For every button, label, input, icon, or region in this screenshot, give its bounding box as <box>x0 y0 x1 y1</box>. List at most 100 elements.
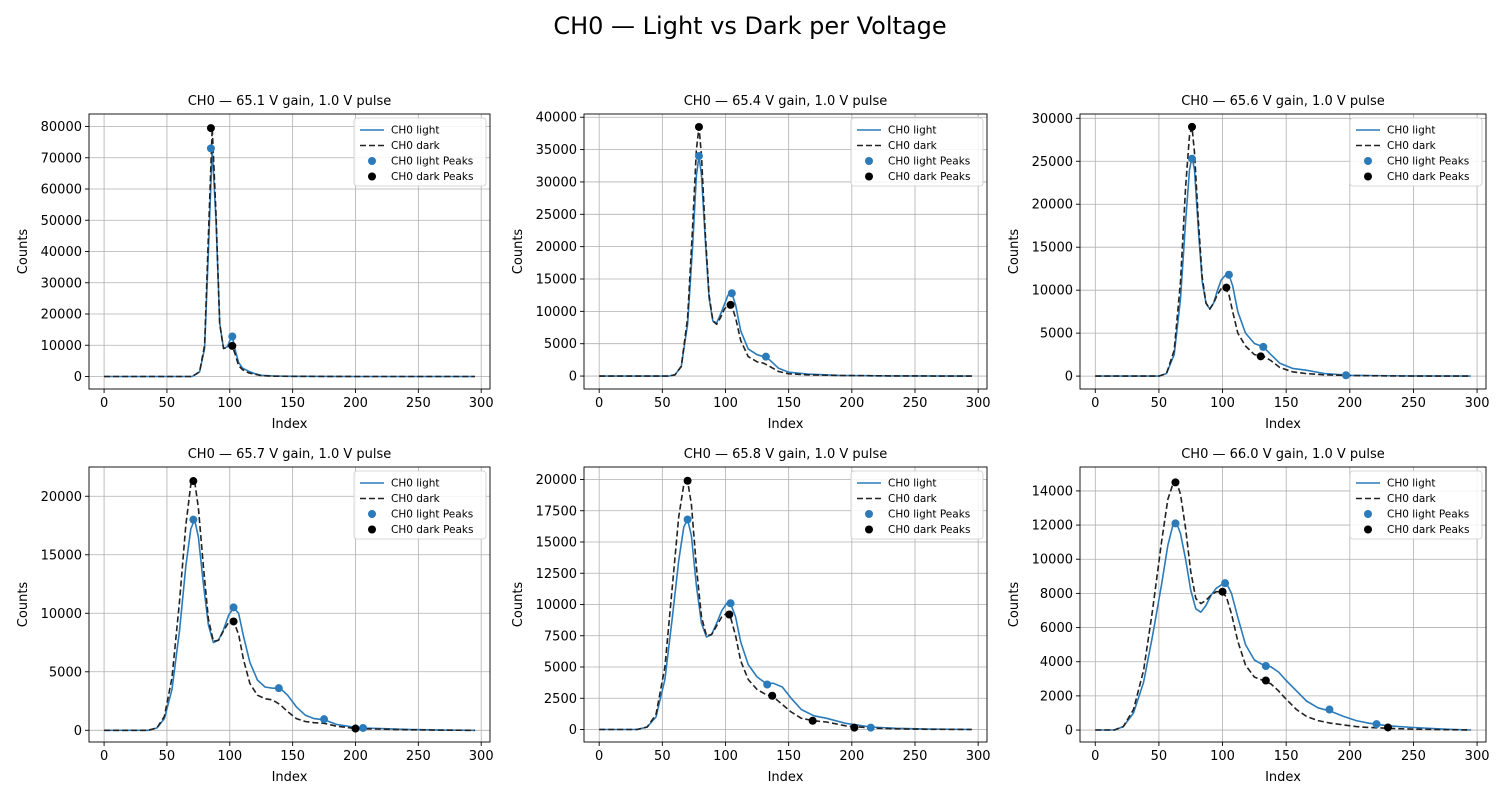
y-tick-label: 30000 <box>536 175 577 190</box>
dark-peak-marker <box>850 723 859 732</box>
legend-marker-swatch <box>368 172 376 181</box>
x-tick-label: 50 <box>654 396 671 411</box>
light-peak-marker <box>228 332 237 341</box>
light-peak-marker <box>359 723 368 732</box>
dark-line <box>1095 126 1471 377</box>
x-tick-label: 0 <box>1091 749 1099 764</box>
x-tick-label: 0 <box>595 396 603 411</box>
y-axis-label: Counts <box>511 229 526 275</box>
dark-line <box>104 480 475 732</box>
light-peak-marker <box>694 152 703 161</box>
figure-title: CH0 — Light vs Dark per Voltage <box>553 12 947 40</box>
y-tick-label: 15000 <box>41 548 82 563</box>
y-tick-label: 12500 <box>536 567 577 582</box>
legend: CH0 light CH0 dark CH0 light Peaks CH0 dark… <box>353 470 487 540</box>
legend-marker-swatch <box>1364 172 1372 181</box>
y-tick-label: 6000 <box>1040 621 1073 636</box>
dark-peak-marker <box>694 122 703 131</box>
legend-label: CH0 dark Peaks <box>888 524 970 536</box>
y-tick-label: 5000 <box>544 337 577 352</box>
y-tick-label: 0 <box>569 723 577 738</box>
legend-label: CH0 light <box>391 125 440 137</box>
y-tick-label: 0 <box>1065 370 1073 385</box>
x-tick-label: 300 <box>966 749 991 764</box>
axes-frame <box>583 113 988 390</box>
legend-marker-swatch <box>865 172 873 181</box>
subplot-title: CH0 — 66.0 V gain, 1.0 V pulse <box>1181 447 1385 462</box>
legend-label: CH0 light <box>1387 478 1436 490</box>
x-tick-label: 100 <box>1210 396 1235 411</box>
light-peak-marker <box>866 723 875 732</box>
x-tick-label: 150 <box>776 749 801 764</box>
y-tick-label: 5000 <box>544 661 577 676</box>
y-tick-label: 5000 <box>1040 327 1073 342</box>
dark-peak-marker <box>683 476 692 485</box>
dark-peak-marker <box>768 691 777 700</box>
y-tick-label: 0 <box>1065 724 1073 739</box>
dark-peak-marker <box>1222 283 1231 292</box>
light-peak-marker <box>206 144 215 153</box>
x-tick-label: 100 <box>713 749 738 764</box>
light-peak-marker <box>1261 661 1270 670</box>
y-tick-label: 4000 <box>1040 655 1073 670</box>
x-tick-label: 0 <box>100 749 108 764</box>
subplot-title: CH0 — 65.1 V gain, 1.0 V pulse <box>188 94 392 109</box>
dark-peak-marker <box>1261 676 1270 685</box>
legend-marker-swatch <box>368 510 376 518</box>
y-tick-label: 20000 <box>1032 198 1073 213</box>
light-peak-marker <box>229 603 238 612</box>
dark-line <box>1095 481 1471 731</box>
legend-label: CH0 dark Peaks <box>1387 524 1469 536</box>
light-peak-marker <box>761 352 770 361</box>
x-tick-label: 150 <box>776 396 801 411</box>
x-tick-label: 100 <box>217 749 242 764</box>
y-tick-label: 2500 <box>544 692 577 707</box>
dark-peak-marker <box>808 716 817 725</box>
light-peak-marker <box>320 715 329 724</box>
y-tick-label: 10000 <box>536 598 577 613</box>
subplot-6: 0 50 100 150 200 250 300 0 2000 4000 6000 8000 10000… <box>1007 447 1490 785</box>
legend-marker-swatch <box>368 525 376 534</box>
dark-peak-marker <box>189 477 198 486</box>
x-tick-label: 200 <box>1337 749 1362 764</box>
subplot-title: CH0 — 65.7 V gain, 1.0 V pulse <box>188 447 392 462</box>
legend-marker-swatch <box>368 157 376 165</box>
y-tick-label: 7500 <box>544 629 577 644</box>
legend: CH0 light CH0 dark CH0 light Peaks CH0 dark… <box>850 470 984 540</box>
y-tick-label: 20000 <box>41 308 82 323</box>
x-axis-label: Index <box>272 770 308 785</box>
legend-marker-swatch <box>865 525 873 534</box>
y-tick-label: 35000 <box>536 143 577 158</box>
subplot-1: 0 50 100 150 200 250 300 0 10000 20000 30000 40000 5… <box>16 94 494 432</box>
legend-label: CH0 light <box>1387 125 1436 137</box>
y-tick-label: 15000 <box>1032 241 1073 256</box>
subplot-2: 0 50 100 150 200 250 300 0 5000 10000 15000 20000 25… <box>511 94 991 432</box>
legend-marker-swatch <box>1364 157 1372 165</box>
y-tick-label: 50000 <box>41 214 82 229</box>
legend-label: CH0 dark <box>1387 140 1437 152</box>
legend-label: CH0 dark <box>1387 493 1437 505</box>
light-peak-marker <box>189 515 198 524</box>
legend: CH0 light CH0 dark CH0 light Peaks CH0 dark… <box>1349 470 1483 540</box>
legend-label: CH0 dark Peaks <box>888 171 970 183</box>
x-tick-label: 250 <box>1401 749 1426 764</box>
x-tick-label: 300 <box>1465 396 1490 411</box>
legend-label: CH0 light Peaks <box>888 509 970 521</box>
dark-peak-marker <box>1256 352 1265 361</box>
x-tick-label: 150 <box>280 396 305 411</box>
light-peak-marker <box>727 289 736 298</box>
legend: CH0 light CH0 dark CH0 light Peaks CH0 dark… <box>353 117 487 187</box>
dark-peak-marker <box>351 724 360 733</box>
legend-marker-swatch <box>865 510 873 518</box>
x-tick-label: 300 <box>1465 749 1490 764</box>
subplot-5: 0 50 100 150 200 250 300 0 2500 5000 7500 10000 1250… <box>511 447 991 785</box>
dark-peak-marker <box>1171 478 1180 487</box>
y-axis-label: Counts <box>1007 229 1022 275</box>
y-tick-label: 17500 <box>536 504 577 519</box>
y-tick-label: 12000 <box>1032 519 1073 534</box>
x-tick-label: 150 <box>1274 749 1299 764</box>
light-peak-marker <box>1325 705 1334 714</box>
light-peak-marker <box>1372 720 1381 729</box>
light-peak-marker <box>1221 579 1230 588</box>
axes-frame <box>1079 466 1487 743</box>
